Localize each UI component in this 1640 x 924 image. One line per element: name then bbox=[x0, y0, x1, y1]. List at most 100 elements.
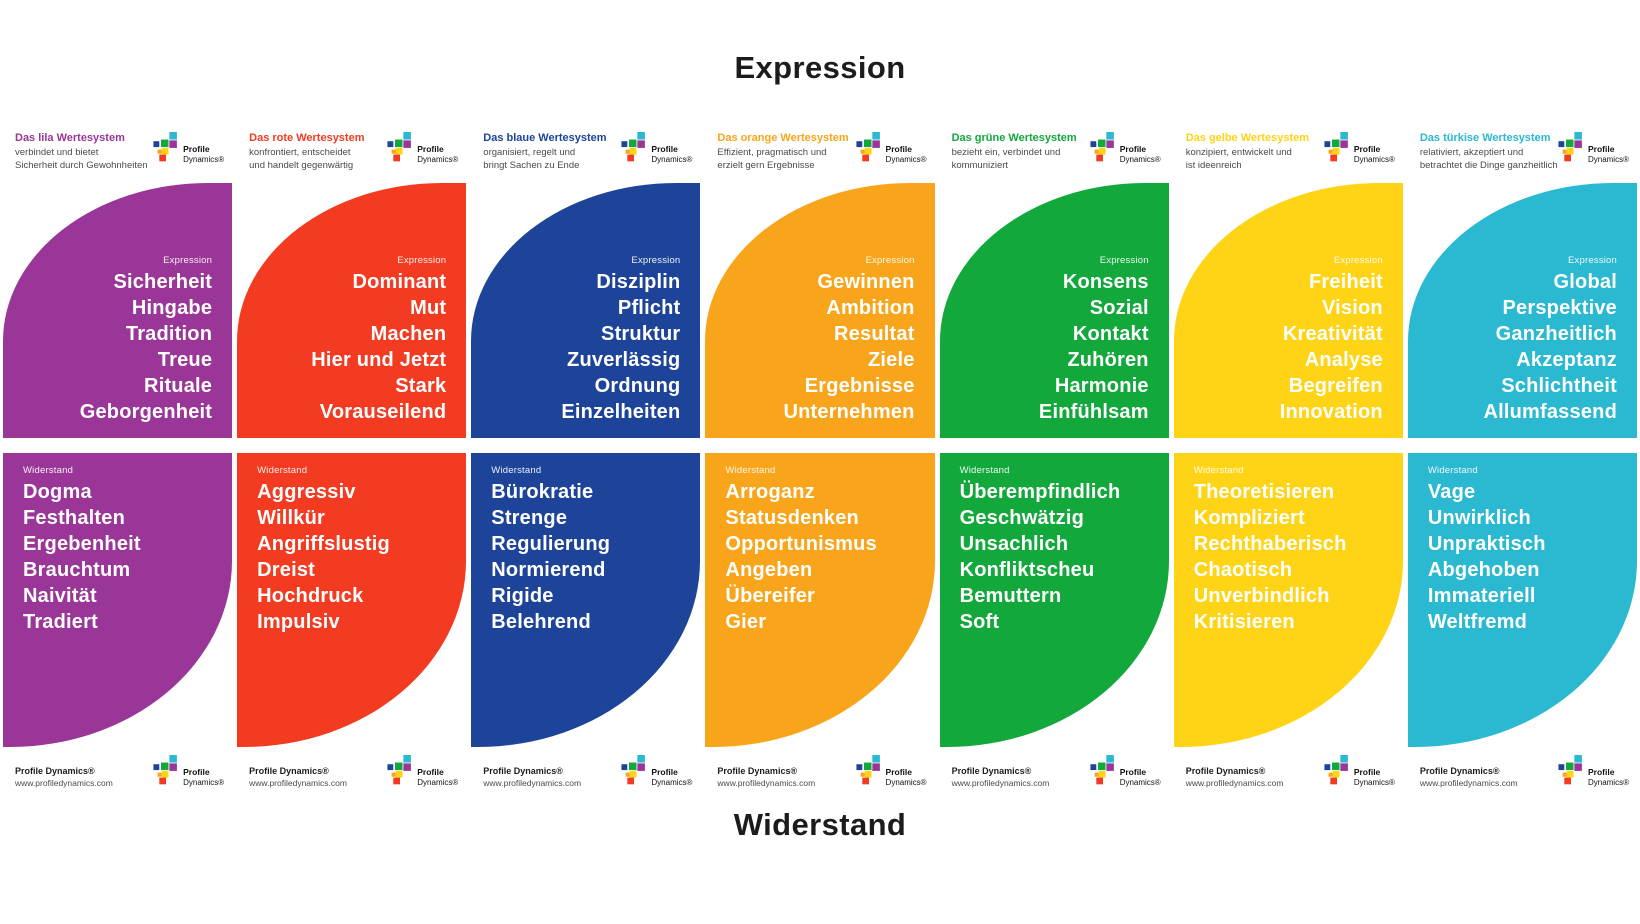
value-system-column-gruen: Das grüne Wertesystem bezieht ein, verbi… bbox=[939, 132, 1169, 789]
expression-list: Gewinnen Ambition Resultat Ziele Ergebnisse U… bbox=[783, 269, 914, 425]
footer-brand-name: Profile Dynamics® bbox=[15, 766, 95, 776]
wertesystem-subtitle: organisiert, regelt und bringt Sachen zu… bbox=[483, 147, 580, 171]
logo-wordmark: Profile Dynamics® bbox=[1354, 767, 1395, 787]
widerstand-word: Willkür bbox=[257, 507, 326, 529]
logo-wordmark: Profile Dynamics® bbox=[417, 144, 458, 164]
footer-brand-name: Profile Dynamics® bbox=[1185, 766, 1266, 776]
widerstand-word: Arroganz bbox=[725, 481, 815, 503]
expression-block: Expression Dominant Mut Machen Hier und Jet… bbox=[237, 183, 467, 438]
expression-word: Geborgenheit bbox=[79, 401, 213, 423]
profile-dynamics-logo: Profile Dynamics® bbox=[1090, 132, 1161, 164]
logo-mosaic-icon bbox=[153, 755, 178, 785]
expression-list: Freiheit Vision Kreativität Analyse Begreife… bbox=[1280, 269, 1383, 425]
logo-mosaic-icon bbox=[855, 132, 880, 162]
expression-word: Ganzheitlich bbox=[1495, 323, 1617, 345]
logo-word-profile: Profile bbox=[183, 144, 210, 154]
expression-word: Einfühlsam bbox=[1038, 401, 1149, 423]
expression-word: Tradition bbox=[125, 323, 213, 345]
value-system-columns: Das lila Wertesystem verbindet und biete… bbox=[0, 132, 1640, 789]
expression-word: Vision bbox=[1321, 297, 1383, 319]
widerstand-word: Vage bbox=[1427, 481, 1476, 503]
footer-website-url: www.profiledynamics.com bbox=[1185, 778, 1284, 788]
expression-word: Schlichtheit bbox=[1501, 375, 1617, 397]
logo-mosaic-icon bbox=[1090, 755, 1114, 785]
logo-wordmark: Profile Dynamics® bbox=[183, 767, 225, 787]
footer-brand-text: Profile Dynamics® www.profiledynamics.co… bbox=[15, 766, 113, 788]
footer-website-url: www.profiledynamics.com bbox=[15, 778, 113, 788]
expression-block: Expression Gewinnen Ambition Resultat Ziele… bbox=[705, 183, 935, 438]
footer-brand-text: Profile Dynamics® www.profiledynamics.co… bbox=[1186, 766, 1284, 788]
widerstand-word: Gier bbox=[725, 611, 767, 633]
widerstand-word: Überempfindlich bbox=[959, 481, 1121, 503]
wertesystem-title: Das gelbe Wertesystem bbox=[1185, 132, 1310, 144]
footer-website-url: www.profiledynamics.com bbox=[249, 778, 347, 788]
logo-word-dynamics: Dynamics® bbox=[885, 154, 927, 164]
footer-brand-name: Profile Dynamics® bbox=[483, 766, 563, 776]
column-header: Das lila Wertesystem verbindet und biete… bbox=[3, 132, 232, 178]
profile-dynamics-logo: Profile Dynamics® bbox=[621, 132, 692, 164]
logo-mosaic-icon bbox=[621, 755, 646, 785]
logo-mosaic-icon bbox=[1324, 132, 1348, 162]
expression-word: Pflicht bbox=[617, 297, 681, 319]
widerstand-list: Aggressiv Willkür Angriffslustig Dreist Hoch… bbox=[257, 479, 456, 635]
widerstand-word: Dreist bbox=[257, 559, 316, 581]
logo-word-profile: Profile bbox=[1587, 767, 1615, 777]
widerstand-word: Weltfremd bbox=[1427, 611, 1528, 633]
widerstand-word: Naivität bbox=[23, 585, 97, 607]
logo-word-profile: Profile bbox=[1587, 144, 1615, 154]
expression-label: Expression bbox=[631, 255, 681, 266]
logo-wordmark: Profile Dynamics® bbox=[183, 144, 224, 164]
profile-dynamics-logo: Profile Dynamics® bbox=[153, 132, 224, 164]
expression-list: Global Perspektive Ganzheitlich Akzeptanz Sc… bbox=[1483, 269, 1617, 425]
widerstand-word: Dogma bbox=[23, 481, 92, 503]
column-footer: Profile Dynamics® www.profiledynamics.co… bbox=[237, 755, 466, 789]
widerstand-word: Unwirklich bbox=[1427, 507, 1531, 529]
expression-word: Vorauseilend bbox=[319, 401, 447, 423]
expression-word: Kreativität bbox=[1282, 323, 1383, 345]
widerstand-list: Überempfindlich Geschwätzig Unsachlich Konf… bbox=[960, 479, 1159, 635]
expression-word: Sicherheit bbox=[113, 271, 213, 293]
widerstand-word: Strenge bbox=[491, 507, 568, 529]
expression-block: Expression Disziplin Pflicht Struktur Zuver… bbox=[471, 183, 701, 438]
logo-word-dynamics: Dynamics® bbox=[183, 777, 225, 787]
logo-word-dynamics: Dynamics® bbox=[651, 154, 693, 164]
widerstand-word: Unsachlich bbox=[959, 533, 1069, 555]
value-system-column-tuerkis: Das türkise Wertesystem relativiert, akz… bbox=[1407, 132, 1637, 789]
widerstand-word: Bemuttern bbox=[959, 585, 1062, 607]
expression-word: Konsens bbox=[1062, 271, 1149, 293]
expression-label: Expression bbox=[865, 255, 915, 266]
value-system-column-blau: Das blaue Wertesystem organisiert, regel… bbox=[471, 132, 701, 789]
expression-block: Expression Freiheit Vision Kreativität Anal… bbox=[1173, 183, 1403, 438]
footer-website-url: www.profiledynamics.com bbox=[1419, 778, 1518, 788]
expression-list: Konsens Sozial Kontakt Zuhören Harmonie Einfü… bbox=[1039, 269, 1149, 425]
column-header: Das gelbe Wertesystem konzipiert, entwic… bbox=[1174, 132, 1403, 178]
widerstand-label: Widerstand bbox=[23, 465, 74, 476]
logo-word-profile: Profile bbox=[1119, 144, 1147, 154]
profile-dynamics-logo: Profile Dynamics® bbox=[855, 755, 927, 787]
wertesystem-subtitle: konfrontiert, entscheidet und handelt ge… bbox=[249, 147, 354, 171]
widerstand-list: Arroganz Statusdenken Opportunismus Angeben… bbox=[725, 479, 924, 635]
logo-word-dynamics: Dynamics® bbox=[1587, 154, 1629, 164]
widerstand-list: Vage Unwirklich Unpraktisch Abgehoben Immate… bbox=[1428, 479, 1627, 635]
footer-website-url: www.profiledynamics.com bbox=[717, 778, 816, 788]
widerstand-word: Angriffslustig bbox=[257, 533, 390, 555]
expression-word: Machen bbox=[370, 323, 447, 345]
wertesystem-title: Das türkise Wertesystem bbox=[1419, 132, 1551, 144]
logo-mosaic-icon bbox=[387, 755, 412, 785]
expression-word: Ergebnisse bbox=[804, 375, 915, 397]
logo-word-profile: Profile bbox=[1119, 767, 1147, 777]
logo-wordmark: Profile Dynamics® bbox=[651, 144, 693, 164]
widerstand-word: Abgehoben bbox=[1427, 559, 1540, 581]
column-header-text: Das blaue Wertesystem organisiert, regel… bbox=[483, 132, 606, 173]
value-system-column-gelb: Das gelbe Wertesystem konzipiert, entwic… bbox=[1173, 132, 1403, 789]
wertesystem-title: Das lila Wertesystem bbox=[15, 132, 125, 144]
expression-word: Ambition bbox=[826, 297, 915, 319]
logo-word-profile: Profile bbox=[651, 144, 678, 154]
widerstand-word: Bürokratie bbox=[491, 481, 594, 503]
profile-dynamics-logo: Profile Dynamics® bbox=[387, 132, 458, 164]
expression-word: Freiheit bbox=[1309, 271, 1383, 293]
logo-word-dynamics: Dynamics® bbox=[885, 777, 927, 787]
page-title-expression: Expression bbox=[734, 50, 906, 85]
footer-website-url: www.profiledynamics.com bbox=[951, 778, 1050, 788]
